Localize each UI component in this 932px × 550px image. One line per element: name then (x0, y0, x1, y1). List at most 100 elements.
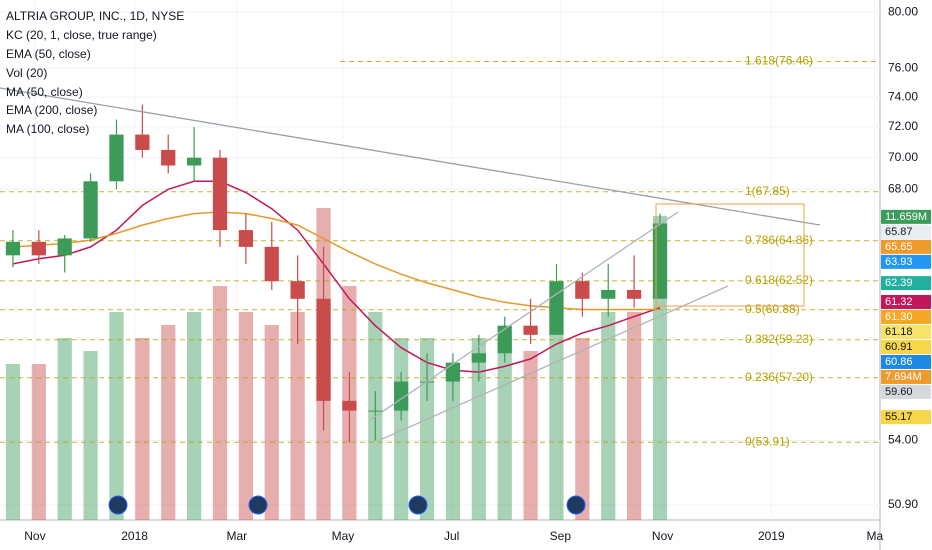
candle-body (368, 410, 383, 412)
price-tag (881, 339, 931, 354)
trend-line (0, 87, 821, 226)
price-tag (881, 276, 931, 291)
fib-label: 0.382(59.23) (745, 332, 813, 346)
price-tag-label: 65.87 (885, 226, 913, 238)
volume-bar (187, 312, 202, 520)
price-tag (881, 224, 931, 239)
volume-bar (601, 312, 616, 520)
y-tick-label: 80.00 (888, 4, 918, 18)
candle-body (83, 181, 98, 239)
price-tag-label: 59.60 (885, 386, 913, 398)
candle-body (342, 400, 357, 411)
candle-body (523, 325, 538, 335)
legend-item: EMA (200, close) (6, 103, 97, 117)
candle-body (212, 157, 228, 231)
candle-body (627, 289, 642, 299)
fib-label: 0.618(62.52) (745, 273, 813, 287)
price-tag (881, 369, 931, 384)
volume-bar (264, 325, 279, 520)
volume-bar (549, 286, 564, 520)
y-tick-label: 74.00 (888, 89, 918, 103)
fib-label: 1(67.85) (745, 184, 790, 198)
candle-body (601, 289, 616, 299)
volume-bar (627, 312, 642, 520)
x-tick-label: Ma (866, 529, 883, 543)
price-tag (881, 384, 931, 399)
volume-bar (135, 338, 150, 520)
x-tick-label: 2019 (758, 529, 785, 543)
legend-item: MA (100, close) (6, 122, 89, 136)
price-tag-label: 60.91 (885, 341, 913, 353)
volume-bar (161, 325, 176, 520)
fib-label: 0(53.91) (745, 434, 790, 448)
price-tag-label: 61.30 (885, 311, 913, 323)
x-tick-label: Nov (24, 529, 45, 543)
y-tick-label: 72.00 (888, 119, 918, 133)
candle-body (549, 281, 564, 335)
volume-bar (471, 338, 486, 520)
price-tag-label: 61.32 (885, 296, 913, 308)
volume-bar (109, 312, 124, 520)
x-tick-label: May (332, 529, 355, 543)
chart-title: ALTRIA GROUP, INC., 1D, NYSE (6, 9, 184, 23)
legend-item: Vol (20) (6, 66, 47, 80)
legend-item: KC (20, 1, close, true range) (6, 28, 157, 42)
candle-body (445, 362, 461, 382)
price-tag-label: 63.93 (885, 256, 913, 268)
volume-bar (523, 351, 538, 520)
volume-bar (83, 351, 98, 520)
price-tag (881, 294, 931, 309)
price-tag (881, 254, 931, 269)
forecast-box (655, 203, 805, 307)
candle-body (652, 223, 668, 299)
candle-body (394, 381, 409, 411)
price-tag-label: 7.694M (885, 371, 922, 383)
volume-bar (212, 286, 228, 520)
indicator-line (12, 180, 661, 373)
price-tag (881, 410, 931, 425)
dividend-marker[interactable] (408, 495, 428, 515)
candle-body (187, 157, 202, 166)
price-tag-label: 11.659M (885, 211, 927, 223)
y-tick-label: 54.00 (888, 433, 918, 447)
dividend-marker[interactable] (566, 495, 586, 515)
candle-body (264, 246, 279, 282)
candle-body (497, 325, 512, 354)
price-tag (881, 324, 931, 339)
legend-item: EMA (50, close) (6, 47, 91, 61)
candle-body (135, 134, 150, 150)
candle-body (57, 238, 72, 256)
candle-body (31, 241, 46, 256)
plot-area: 1.618(76.46) 1(67.85) 0.786(64.86) 0.618(62… (0, 0, 880, 521)
y-tick-label: 76.00 (888, 60, 918, 74)
price-tag-label: 55.17 (885, 411, 913, 423)
volume-bar (238, 312, 253, 520)
candle-body (109, 134, 124, 182)
fib-label: 0.236(57.20) (745, 370, 813, 384)
x-tick-label: 2018 (121, 529, 148, 543)
price-tag (881, 209, 931, 224)
price-tag (881, 354, 931, 369)
channel-line (369, 211, 679, 421)
x-tick-label: Jul (444, 529, 459, 543)
candle-body (290, 281, 305, 299)
price-tag-label: 65.65 (885, 241, 913, 253)
dividend-marker[interactable] (108, 495, 128, 515)
y-tick-label: 70.00 (888, 150, 918, 164)
fib-label: 0.786(64.86) (745, 233, 813, 247)
volume-bar (57, 338, 72, 520)
volume-bar (290, 312, 305, 520)
dividend-marker[interactable] (248, 495, 268, 515)
channel-line (379, 285, 729, 441)
fib-label: 0.5(60.88) (745, 302, 800, 316)
x-tick-label: Sep (550, 529, 572, 543)
volume-bar (575, 338, 590, 520)
fib-label: 1.618(76.46) (745, 54, 813, 68)
y-tick-label: 50.90 (888, 497, 918, 511)
x-tick-label: Mar (226, 529, 247, 543)
legend: ALTRIA GROUP, INC., 1D, NYSE KC (20, 1, … (6, 9, 184, 136)
candle-body (5, 241, 21, 256)
price-tag-label: 62.39 (885, 277, 913, 289)
price-tag (881, 309, 931, 324)
